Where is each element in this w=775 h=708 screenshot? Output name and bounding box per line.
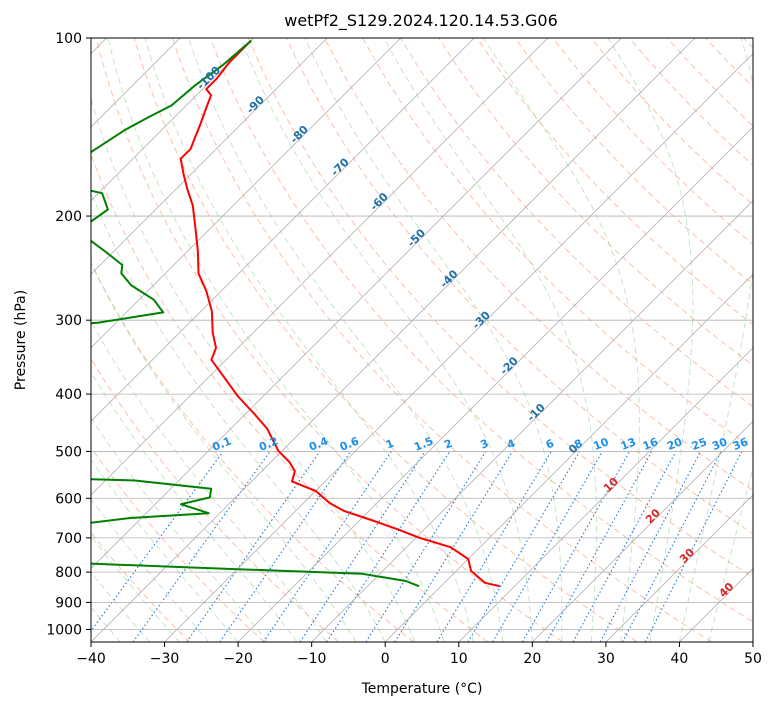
mixing-ratio-label: 10 xyxy=(592,435,611,453)
y-tick-label: 600 xyxy=(55,491,82,507)
mixing-ratio-label: 25 xyxy=(690,435,709,453)
dry-adiabat-line xyxy=(171,38,713,642)
x-tick-label: 30 xyxy=(597,651,615,667)
y-tick-label: 500 xyxy=(55,444,82,460)
y-tick-label: 400 xyxy=(55,387,82,403)
mixing-ratio-line xyxy=(394,451,513,642)
isotherm-line xyxy=(605,494,753,642)
isotherm-line xyxy=(311,200,753,642)
moist-adiabat-line xyxy=(91,190,386,642)
moist-adiabat-line xyxy=(188,38,504,642)
mixing-ratio-label: 8 xyxy=(572,437,584,452)
isotherm-line xyxy=(91,38,549,496)
x-tick-label: −30 xyxy=(150,651,180,667)
dry-adiabat-line xyxy=(91,357,340,642)
mixing-ratio-line xyxy=(326,451,451,642)
mixing-ratio-lines xyxy=(91,451,743,642)
moist-adiabat-line xyxy=(91,320,327,642)
isotherm-line xyxy=(91,38,475,422)
moist-adiabat-line xyxy=(383,38,597,642)
dry-adiabat-line xyxy=(95,38,563,642)
mixing-ratio-line xyxy=(467,451,581,642)
mixing-ratio-line xyxy=(572,451,677,642)
mixing-ratio-label: 36 xyxy=(731,435,750,453)
moist-adiabat-line xyxy=(708,466,753,642)
moist-adiabat-line xyxy=(107,38,445,642)
mixing-ratio-label: 30 xyxy=(710,435,729,453)
isotherms xyxy=(91,38,753,642)
mixing-ratio-line xyxy=(365,451,487,642)
dry-adiabat-line xyxy=(91,446,265,642)
isotherm-line xyxy=(458,347,753,642)
y-tick-label: 800 xyxy=(55,565,82,581)
x-tick-label: −10 xyxy=(297,651,327,667)
y-axis-label: Pressure (hPa) xyxy=(13,290,29,390)
isotherm-line xyxy=(91,38,254,202)
isotherm-line xyxy=(237,126,753,642)
moist-adiabat-line xyxy=(607,38,694,642)
mixing-ratio-line xyxy=(219,451,352,642)
mixing-ratio-label: 3 xyxy=(479,437,491,452)
x-tick-label: 0 xyxy=(381,651,390,667)
moist-adiabat-line xyxy=(91,261,357,642)
isotherm-line xyxy=(532,420,753,642)
moist-adiabat-line xyxy=(91,535,180,642)
mixing-ratio-line xyxy=(186,451,321,642)
moist-adiabat-line xyxy=(91,498,210,642)
chart-title: wetPf2_S129.2024.120.14.53.G06 xyxy=(284,11,558,31)
mixing-ratio-label: 20 xyxy=(665,435,684,453)
moist-adiabat-line xyxy=(483,38,640,642)
moist-adiabat-line xyxy=(678,38,753,642)
temperature-profile-line xyxy=(179,39,501,588)
dry-adiabat-line xyxy=(324,38,753,492)
x-tick-label: 20 xyxy=(523,651,541,667)
isotherm-line xyxy=(384,273,753,642)
plot-area: 0.1 0.2 0.4 0.6 1 1.5 2 3 4 6 8 10 13 16 20 25 30 36-100-… xyxy=(91,38,753,642)
y-tick-label: 200 xyxy=(55,209,82,225)
y-tick-label: 300 xyxy=(55,313,82,329)
x-axis-label: Temperature (°C) xyxy=(361,681,483,697)
y-tick-label: 700 xyxy=(55,531,82,547)
mixing-ratio-label: 16 xyxy=(641,435,660,453)
isotherm-line xyxy=(91,38,696,642)
mixing-ratio-label: 13 xyxy=(619,435,638,453)
mixing-ratio-line xyxy=(521,451,631,642)
sounding-series xyxy=(91,39,501,588)
mixing-ratio-line xyxy=(132,451,271,642)
x-tick-label: 40 xyxy=(671,651,689,667)
x-tick-label: −40 xyxy=(76,651,106,667)
dry-adiabat-line xyxy=(286,38,753,535)
moist-adiabat-line xyxy=(240,38,533,642)
mixing-ratio-line xyxy=(492,451,603,642)
moist-adiabat-line xyxy=(91,416,268,642)
dry-adiabat-line xyxy=(514,38,753,285)
isotherm-line xyxy=(91,38,328,275)
x-tick-label: −20 xyxy=(223,651,253,667)
plot-frame xyxy=(90,37,754,643)
y-axis: 100 200 300 400 500 600 700 800 900 1000 xyxy=(46,31,91,638)
moist-adiabat-line xyxy=(91,458,239,642)
x-tick-label: 10 xyxy=(450,651,468,667)
x-axis: −40 −30 −20 −10 0 10 20 30 40 50 xyxy=(76,642,762,667)
y-tick-label: 900 xyxy=(55,595,82,611)
moist-adiabat-line xyxy=(304,38,563,642)
mixing-ratio-label: 1 xyxy=(384,437,396,452)
mixing-ratio-line xyxy=(91,451,224,632)
dry-adiabat-line xyxy=(133,38,638,642)
isotherm-line xyxy=(164,52,753,642)
mixing-ratio-line xyxy=(436,451,552,642)
isotherm-line xyxy=(91,38,402,349)
isotherm-line xyxy=(91,38,622,570)
dry-adiabat-line xyxy=(209,38,753,623)
moist-adiabat-line xyxy=(91,371,298,642)
x-tick-label: 50 xyxy=(744,651,762,667)
dry-adiabat-line xyxy=(247,38,753,578)
y-tick-label: 1000 xyxy=(46,622,82,638)
y-tick-label: 100 xyxy=(55,31,82,47)
mixing-ratio-label: 2 xyxy=(442,437,454,452)
